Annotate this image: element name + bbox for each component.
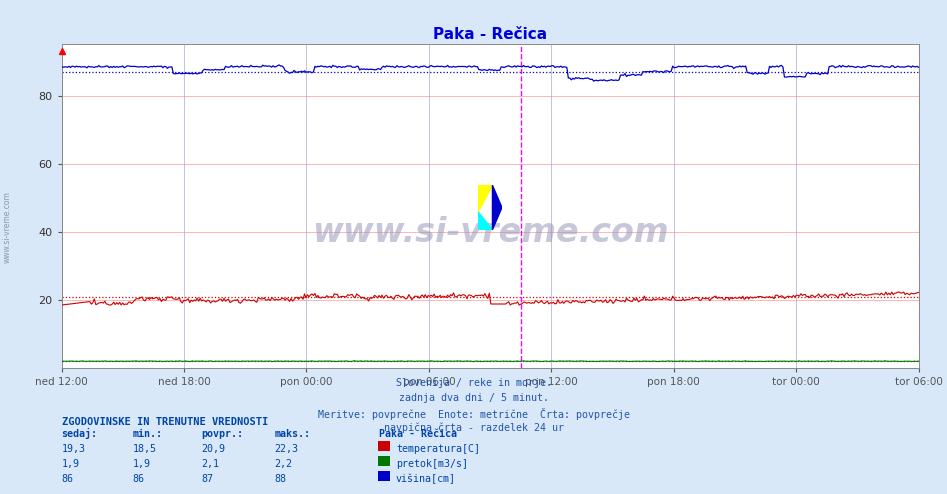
Text: 1,9: 1,9 [133,459,151,469]
Text: 87: 87 [202,474,214,484]
Text: www.si-vreme.com: www.si-vreme.com [3,191,12,263]
Text: višina[cm]: višina[cm] [396,473,456,484]
Text: 20,9: 20,9 [202,444,225,454]
Polygon shape [478,212,492,230]
Text: pretok[m3/s]: pretok[m3/s] [396,459,468,469]
Text: www.si-vreme.com: www.si-vreme.com [312,215,669,248]
Text: 88: 88 [275,474,287,484]
Text: 18,5: 18,5 [133,444,156,454]
Text: sedaj:: sedaj: [62,428,98,439]
Text: Slovenija / reke in morje.: Slovenija / reke in morje. [396,378,551,388]
Text: 86: 86 [62,474,74,484]
Title: Paka - Rečica: Paka - Rečica [433,27,547,42]
Text: maks.:: maks.: [275,429,311,439]
Text: 2,2: 2,2 [275,459,293,469]
Text: 22,3: 22,3 [275,444,298,454]
Text: Paka - Rečica: Paka - Rečica [379,429,456,439]
Text: povpr.:: povpr.: [202,429,243,439]
Text: navpična črta - razdelek 24 ur: navpična črta - razdelek 24 ur [384,422,563,433]
Text: 86: 86 [133,474,145,484]
Polygon shape [478,185,492,212]
Text: 1,9: 1,9 [62,459,80,469]
Text: 2,1: 2,1 [202,459,220,469]
Text: temperatura[C]: temperatura[C] [396,444,480,454]
Text: min.:: min.: [133,429,163,439]
Text: ZGODOVINSKE IN TRENUTNE VREDNOSTI: ZGODOVINSKE IN TRENUTNE VREDNOSTI [62,417,268,427]
Text: 19,3: 19,3 [62,444,85,454]
Text: Meritve: povprečne  Enote: metrične  Črta: povprečje: Meritve: povprečne Enote: metrične Črta:… [317,408,630,419]
Polygon shape [492,185,502,230]
Text: zadnja dva dni / 5 minut.: zadnja dva dni / 5 minut. [399,393,548,403]
